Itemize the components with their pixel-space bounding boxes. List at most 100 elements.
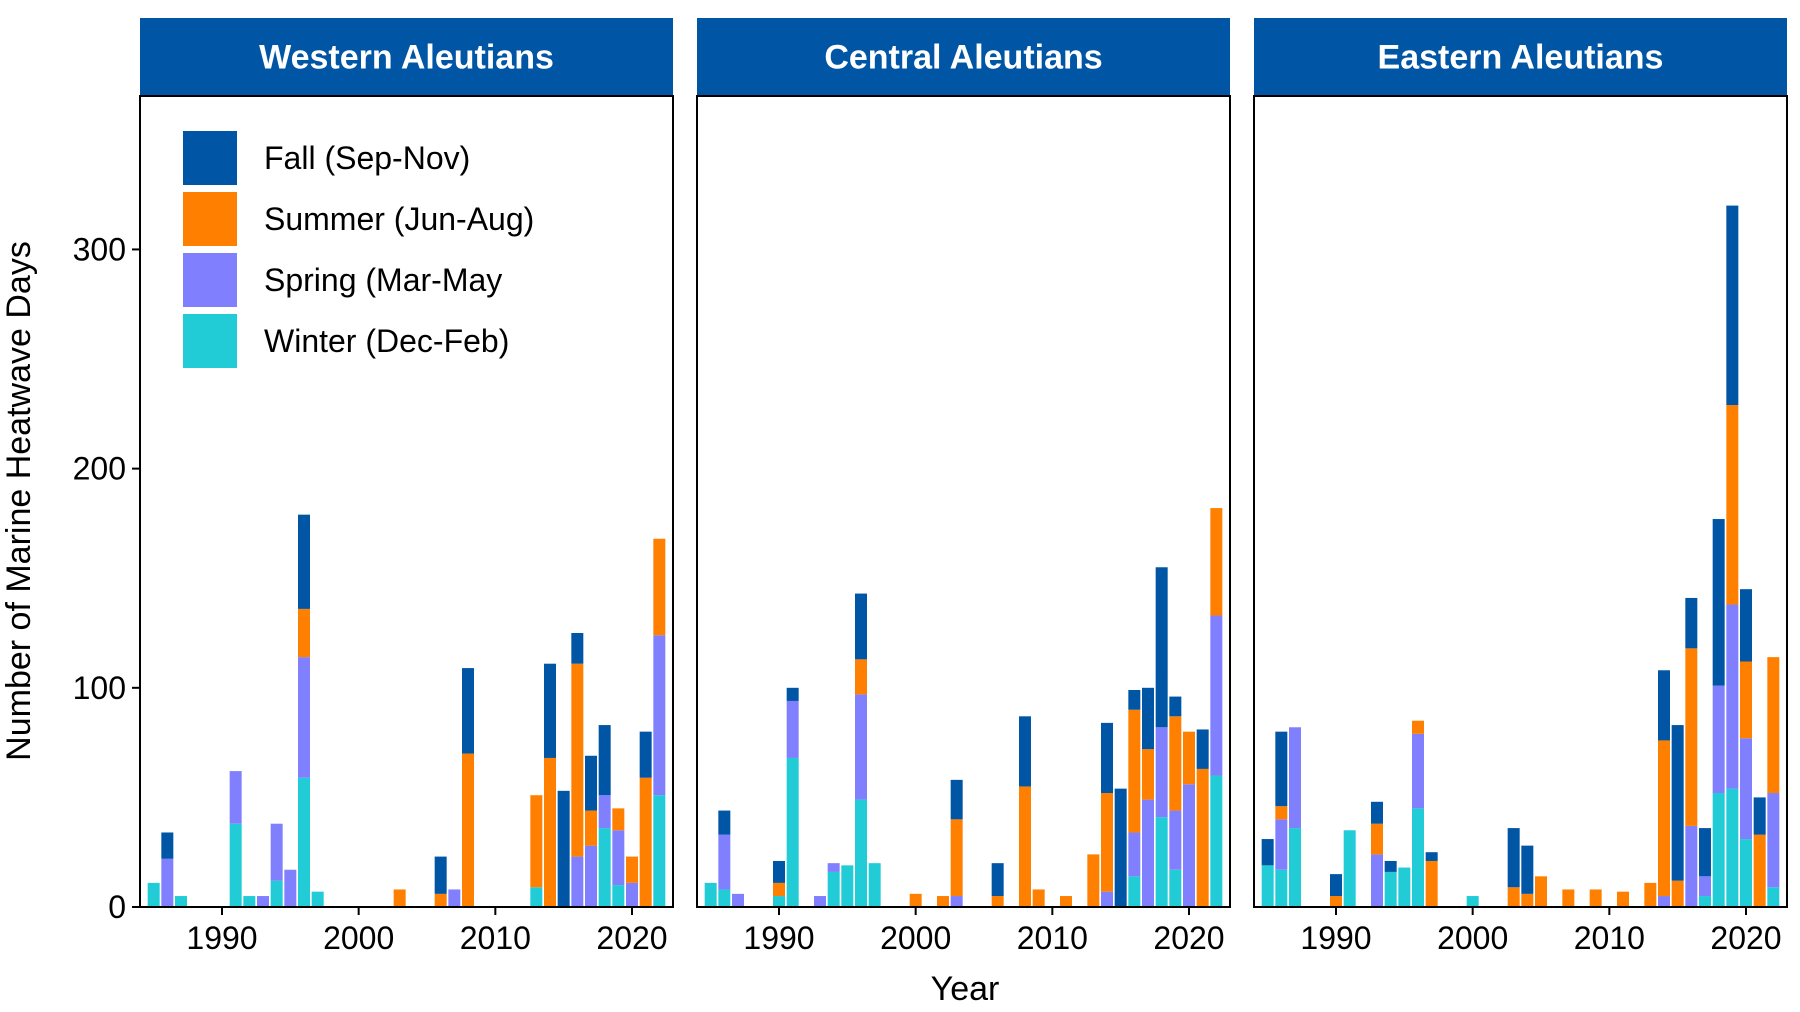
bar-fall-1994: [1384, 860, 1397, 872]
bar-winter-1997: [868, 863, 881, 907]
bar-spring-1991: [229, 771, 242, 824]
bar-spring-1986: [161, 858, 174, 907]
bar-fall-2006: [434, 856, 447, 894]
bar-spring-1987: [732, 893, 744, 907]
bar-spring-1995: [284, 869, 297, 907]
bar-summer-2022: [653, 538, 666, 636]
y-tick-label: 200: [73, 451, 126, 487]
bar-winter-1991: [786, 757, 799, 907]
bar-fall-2017: [1142, 687, 1154, 750]
bar-spring-2018: [1712, 685, 1725, 794]
bar-summer-2016: [571, 663, 584, 857]
bar-summer-2020: [1740, 661, 1752, 739]
bar-summer-2021: [639, 777, 652, 907]
bar-summer-1993: [1371, 823, 1383, 855]
bar-fall-2021: [1753, 797, 1766, 835]
bar-winter-1987: [1289, 828, 1301, 907]
panel-border: [1253, 95, 1788, 908]
bar-summer-2017: [585, 810, 597, 846]
bar-fall-2019: [1726, 205, 1739, 406]
legend-swatch-spring: [181, 251, 239, 309]
bar-spring-2020: [1183, 784, 1195, 907]
bar-fall-1993: [1371, 801, 1383, 824]
bar-summer-2013: [1087, 854, 1100, 907]
panel-title: Eastern Aleutians: [1378, 39, 1664, 77]
bar-winter-1996: [855, 799, 867, 907]
bar-spring-2018: [598, 795, 611, 829]
bar-summer-2008: [1019, 786, 1031, 907]
panel-border: [139, 95, 674, 908]
bar-summer-2014: [1101, 793, 1113, 892]
bar-summer-2021: [1196, 768, 1209, 907]
bar-winter-1985: [147, 882, 160, 907]
bar-winter-2019: [612, 885, 625, 907]
bar-summer-2022: [1210, 508, 1223, 616]
bar-summer-2004: [1521, 893, 1534, 907]
plot-area: [1254, 96, 1787, 907]
bar-summer-2003: [393, 889, 406, 907]
bar-winter-1985: [1261, 865, 1274, 907]
bar-summer-2009: [1032, 889, 1045, 907]
bar-summer-2019: [1726, 405, 1739, 605]
x-tick-label: 2000: [323, 920, 394, 956]
legend-swatch-fall: [181, 129, 239, 187]
x-tick-label: 1990: [1300, 920, 1371, 956]
y-tick-label: 100: [73, 670, 126, 706]
x-tick-label: 2020: [596, 920, 667, 956]
x-tick-label: 2010: [1574, 920, 1645, 956]
bar-spring-2019: [612, 830, 625, 886]
bar-fall-2016: [571, 633, 584, 664]
bar-fall-2019: [1169, 696, 1182, 717]
bar-fall-2016: [1128, 690, 1141, 710]
bar-summer-2011: [1060, 896, 1072, 907]
x-tick-label: 1990: [743, 920, 814, 956]
bar-spring-2016: [1685, 825, 1698, 907]
x-axis-title: Year: [931, 970, 1000, 1008]
y-tick-label: 0: [108, 889, 126, 925]
bar-winter-1986: [1275, 869, 1288, 907]
bar-winter-2018: [1712, 793, 1725, 907]
bar-fall-1986: [1275, 731, 1288, 807]
panel-strip: [140, 18, 673, 95]
bar-winter-1986: [718, 889, 731, 907]
legend-label-fall: Fall (Sep-Nov): [264, 140, 470, 176]
bar-fall-1990: [1330, 874, 1342, 897]
bar-summer-2017: [1142, 749, 1154, 800]
bar-winter-2018: [598, 828, 611, 907]
bar-winter-2017: [1699, 896, 1711, 907]
y-tick-label: 300: [73, 231, 126, 267]
bar-winter-2022: [653, 795, 666, 907]
bar-winter-2022: [1767, 887, 1780, 907]
bar-spring-2014: [1658, 896, 1670, 907]
legend-label-summer: Summer (Jun-Aug): [264, 201, 534, 237]
bar-summer-2015: [1671, 880, 1684, 907]
bar-summer-2019: [612, 808, 625, 831]
x-tick-label: 2020: [1153, 920, 1224, 956]
bar-winter-2000: [1466, 896, 1479, 907]
bar-summer-1996: [298, 608, 310, 658]
bar-spring-2018: [1155, 727, 1168, 818]
bar-fall-2020: [1740, 589, 1752, 662]
bar-winter-1985: [704, 882, 717, 907]
bar-fall-2003: [1507, 828, 1520, 888]
bar-spring-1993: [1371, 854, 1383, 907]
bar-fall-2018: [1155, 567, 1168, 728]
legend-swatch-winter: [181, 312, 239, 370]
bar-fall-1996: [855, 593, 867, 660]
bar-winter-1987: [175, 896, 187, 907]
bar-summer-2021: [1753, 834, 1766, 907]
bar-winter-2019: [1169, 869, 1182, 907]
bar-spring-1993: [257, 896, 269, 907]
bar-winter-2016: [1128, 876, 1141, 907]
bar-spring-2017: [1699, 876, 1711, 897]
x-tick-label: 2010: [1017, 920, 1088, 956]
legend-label-winter: Winter (Dec-Feb): [264, 323, 509, 359]
bar-spring-2022: [1767, 793, 1780, 888]
bar-summer-1996: [855, 659, 867, 695]
bar-fall-2014: [1658, 670, 1670, 741]
bar-winter-1996: [1412, 808, 1424, 907]
bar-spring-1996: [855, 694, 867, 800]
bar-winter-1994: [827, 871, 840, 907]
bar-spring-1996: [1412, 733, 1424, 809]
